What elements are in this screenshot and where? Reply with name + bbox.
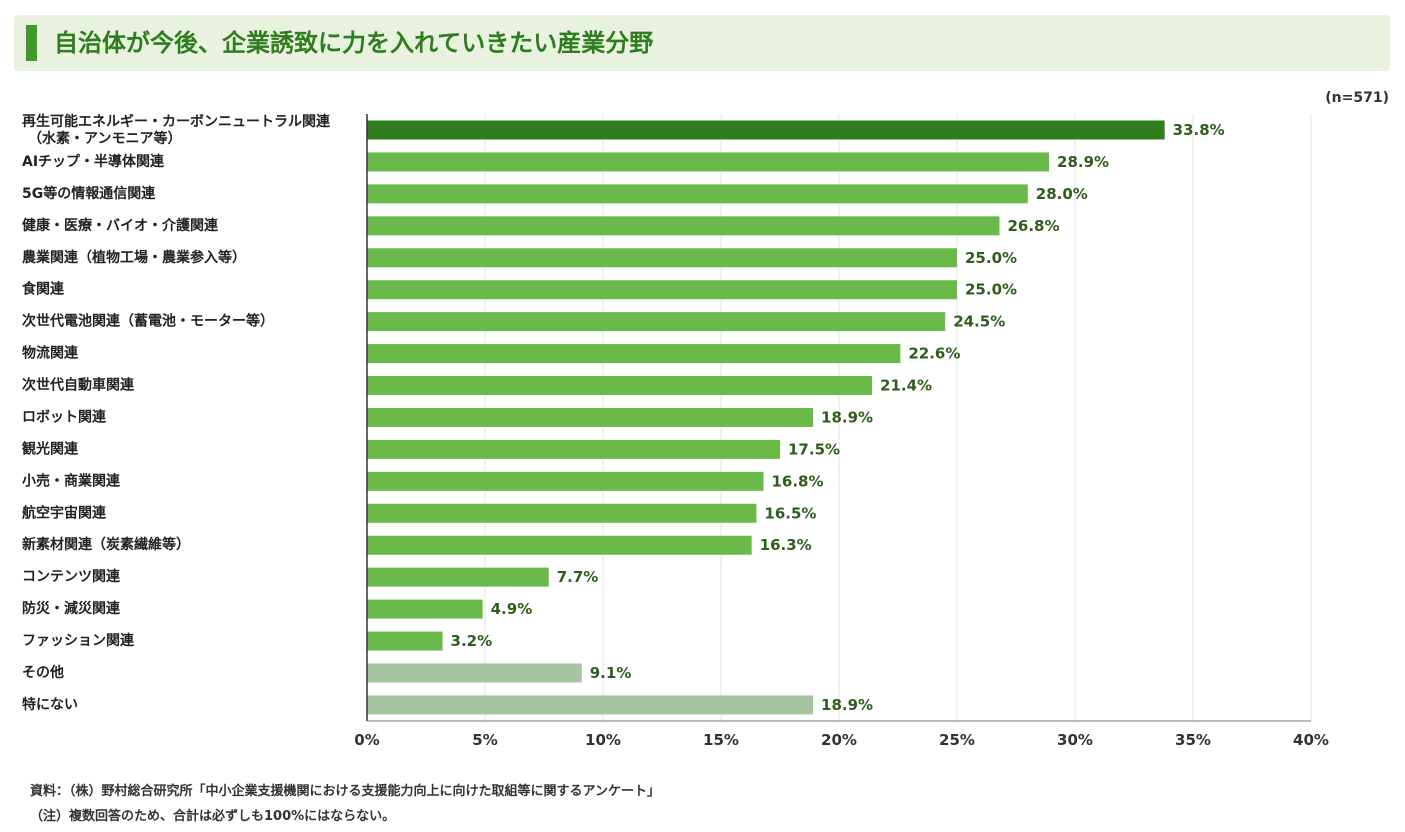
bar: [367, 471, 764, 491]
data-label: 28.0%: [1036, 185, 1088, 203]
bar: [367, 344, 901, 364]
x-tick-label: 30%: [1057, 731, 1093, 749]
bar: [367, 599, 483, 619]
category-label: 航空宇宙関連: [22, 504, 107, 521]
category-label: 再生可能エネルギー・カーボンニュートラル関連: [22, 113, 331, 130]
category-label: 新素材関連（炭素繊維等）: [22, 536, 190, 553]
bar: [367, 184, 1028, 204]
data-label: 16.3%: [760, 536, 812, 554]
category-label: コンテンツ関連: [22, 568, 121, 585]
data-label: 28.9%: [1057, 153, 1109, 171]
category-label: 5G等の情報通信関連: [22, 185, 156, 202]
x-tick-label: 25%: [939, 731, 975, 749]
bar: [367, 407, 814, 427]
x-tick-label: 5%: [472, 731, 497, 749]
category-label: 食関連: [22, 281, 65, 298]
x-tick-label: 15%: [703, 731, 739, 749]
category-label: ロボット関連: [22, 408, 107, 425]
sample-size-label: (n=571): [1325, 90, 1389, 106]
category-label: 次世代電池関連（蓄電池・モーター等）: [22, 313, 274, 330]
category-label: （水素・アンモニア等）: [28, 130, 181, 147]
bar: [367, 535, 752, 555]
bar: [367, 631, 443, 651]
category-label: AIチップ・半導体関連: [22, 153, 165, 170]
page-title: 自治体が今後、企業誘致に力を入れていきたい産業分野: [54, 29, 654, 57]
bar: [367, 120, 1165, 140]
bar: [367, 312, 946, 332]
data-label: 18.9%: [821, 408, 873, 426]
category-label: 次世代自動車関連: [22, 377, 135, 394]
x-tick-label: 20%: [821, 731, 857, 749]
category-label: 防災・減災関連: [22, 600, 121, 617]
data-label: 18.9%: [821, 696, 873, 714]
data-label: 9.1%: [590, 664, 632, 682]
data-label: 16.8%: [771, 472, 823, 490]
bar: [367, 439, 780, 459]
title-bar: 自治体が今後、企業誘致に力を入れていきたい産業分野: [14, 15, 1390, 71]
x-tick-label: 40%: [1293, 731, 1329, 749]
category-label: 農業関連（植物工場・農業参入等）: [22, 249, 246, 266]
x-tick-label: 35%: [1175, 731, 1211, 749]
bar: [367, 216, 1000, 236]
title-accent-mark: [26, 25, 37, 61]
data-label: 25.0%: [965, 249, 1017, 267]
bar: [367, 695, 814, 715]
category-label: 特にない: [22, 696, 78, 713]
category-label: その他: [22, 664, 64, 681]
data-label: 25.0%: [965, 281, 1017, 299]
bar: [367, 280, 957, 300]
data-label: 22.6%: [908, 345, 960, 363]
bar: [367, 567, 549, 587]
source-note: 資料：（株）野村総合研究所「中小企業支援機関における支援能力向上に向けた取組等に…: [30, 784, 660, 799]
data-label: 16.5%: [764, 504, 816, 522]
category-label: 小売・商業関連: [22, 472, 121, 489]
category-label: 物流関連: [22, 345, 79, 362]
bar: [367, 152, 1050, 172]
data-label: 24.5%: [953, 313, 1005, 331]
category-label: 観光関連: [22, 440, 79, 457]
bar: [367, 376, 873, 396]
data-label: 21.4%: [880, 377, 932, 395]
bar: [367, 663, 582, 683]
data-label: 3.2%: [451, 632, 493, 650]
bar: [367, 503, 757, 523]
category-label: ファッション関連: [22, 632, 135, 649]
bar: [367, 248, 957, 268]
data-label: 4.9%: [491, 600, 533, 618]
data-label: 17.5%: [788, 440, 840, 458]
data-label: 7.7%: [557, 568, 599, 586]
data-label: 26.8%: [1007, 217, 1059, 235]
bar-chart: 33.8% 再生可能エネルギー・カーボンニュートラル関連（水素・アンモニア等） 28…: [22, 113, 1329, 749]
x-tick-label: 10%: [585, 731, 621, 749]
category-label: 健康・医療・バイオ・介護関連: [22, 217, 219, 234]
x-tick-label: 0%: [354, 731, 379, 749]
data-label: 33.8%: [1173, 121, 1225, 139]
footnote: （注）複数回答のため、合計は必ずしも100%にはならない。: [30, 809, 396, 824]
